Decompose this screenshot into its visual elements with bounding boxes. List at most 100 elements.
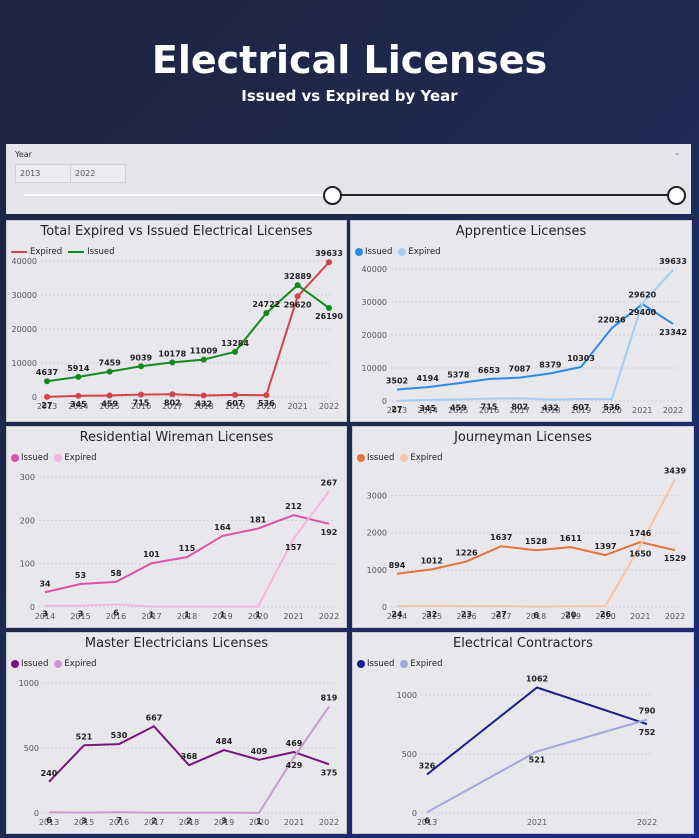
data-point bbox=[200, 356, 207, 363]
series-line bbox=[46, 261, 330, 398]
data-label: 26190 bbox=[315, 312, 343, 321]
data-label: 536 bbox=[258, 399, 275, 408]
year-slicer[interactable]: Year ⌄ 2013 2022 bbox=[6, 144, 691, 214]
x-tick-label: 2014 bbox=[417, 406, 437, 415]
x-tick-label: 2022 bbox=[637, 818, 657, 827]
series-line bbox=[48, 705, 330, 814]
data-label: 13284 bbox=[221, 339, 249, 348]
data-label: 39633 bbox=[659, 257, 687, 266]
series-line bbox=[48, 725, 330, 783]
data-label: 521 bbox=[529, 755, 546, 764]
chart-panel-apprentice: Apprentice Licenses Issued Expired 0 1000… bbox=[350, 220, 692, 422]
data-label: 5378 bbox=[447, 370, 470, 379]
data-label: 469 bbox=[286, 739, 303, 748]
legend-label: Expired bbox=[410, 453, 443, 463]
data-point bbox=[106, 368, 113, 375]
data-label: 607 bbox=[227, 399, 244, 408]
slider-start-handle[interactable] bbox=[323, 186, 342, 205]
data-label: 3 bbox=[81, 817, 87, 826]
x-tick-label: 2021 bbox=[284, 818, 304, 827]
x-tick-label: 2018 bbox=[177, 612, 197, 621]
data-label: 23342 bbox=[659, 328, 687, 337]
data-label: 484 bbox=[216, 737, 233, 746]
data-point bbox=[75, 392, 82, 399]
data-label: 345 bbox=[419, 404, 436, 413]
data-label: 802 bbox=[511, 402, 528, 411]
slicer-end-input[interactable]: 2022 bbox=[70, 164, 126, 183]
chevron-down-icon[interactable]: ⌄ bbox=[673, 148, 681, 158]
data-label: 375 bbox=[321, 768, 338, 777]
line-chart: 0 10000 20000 30000 40000 2013 2014 2015 2016 201… bbox=[362, 257, 687, 415]
data-label: 6 bbox=[113, 608, 119, 617]
slider-end-handle[interactable] bbox=[667, 186, 686, 205]
chart-title: Electrical Contractors bbox=[453, 636, 593, 651]
data-point bbox=[263, 392, 270, 399]
x-tick-label: 2017 bbox=[141, 612, 161, 621]
data-label: 802 bbox=[164, 398, 181, 407]
data-label: 192 bbox=[321, 528, 338, 537]
x-tick-label: 2018 bbox=[193, 402, 213, 411]
data-label: 29400 bbox=[628, 308, 656, 317]
data-label: 26 bbox=[600, 610, 612, 619]
data-label: 58 bbox=[110, 569, 122, 578]
legend-issued-marker bbox=[355, 248, 363, 256]
x-tick-label: 2022 bbox=[319, 612, 339, 621]
data-label: 7087 bbox=[509, 365, 531, 374]
data-point bbox=[326, 259, 332, 266]
data-label: 3439 bbox=[664, 466, 687, 475]
slider-range-fill bbox=[332, 194, 676, 196]
data-point bbox=[138, 363, 144, 370]
data-point bbox=[169, 391, 176, 398]
data-label: 715 bbox=[481, 403, 498, 412]
x-tick-label: 2016 bbox=[456, 612, 476, 621]
series-line bbox=[396, 302, 674, 391]
y-tick-label: 30000 bbox=[362, 298, 387, 307]
chart-title: Journeyman Licenses bbox=[454, 430, 592, 445]
chart-legend: Issued Expired bbox=[357, 659, 448, 669]
data-label: 530 bbox=[111, 731, 128, 740]
line-chart: 0 10000 20000 30000 40000 2013 2014 2015 2016 201… bbox=[12, 249, 344, 411]
data-label: 2 bbox=[186, 817, 192, 826]
data-label: 3 bbox=[42, 610, 48, 619]
data-label: 368 bbox=[181, 752, 198, 761]
data-label: 1746 bbox=[629, 529, 652, 538]
y-tick-label: 200 bbox=[20, 516, 35, 525]
x-tick-label: 2017 bbox=[509, 406, 529, 415]
y-tick-label: 40000 bbox=[362, 265, 387, 274]
x-tick-label: 2015 bbox=[74, 818, 94, 827]
y-tick-label: 0 bbox=[32, 393, 37, 402]
x-tick-label: 2019 bbox=[561, 612, 581, 621]
data-label: 607 bbox=[573, 403, 590, 412]
x-tick-label: 2018 bbox=[179, 818, 199, 827]
data-label: 345 bbox=[70, 400, 87, 409]
data-label: 115 bbox=[179, 544, 196, 553]
data-point bbox=[294, 293, 301, 300]
data-label: 6 bbox=[533, 611, 539, 620]
data-label: 7 bbox=[116, 816, 122, 825]
legend-label: Expired bbox=[30, 247, 63, 257]
line-chart: 0 100 200 300 2014 2015 2016 2017 2018 2019 2020 20… bbox=[20, 473, 339, 621]
y-tick-label: 300 bbox=[20, 473, 35, 482]
data-label: 1397 bbox=[594, 542, 616, 551]
data-label: 1 bbox=[220, 611, 226, 620]
data-label: 432 bbox=[195, 400, 212, 409]
chart-legend: Issued Expired bbox=[355, 247, 446, 257]
chart-panel-residential: Residential Wireman Licenses Issued Expi… bbox=[6, 426, 347, 628]
x-tick-label: 2016 bbox=[479, 406, 499, 415]
data-label: 432 bbox=[542, 404, 559, 413]
x-tick-label: 2021 bbox=[287, 402, 307, 411]
chart-panel-contractors: Electrical Contractors Issued Expired 0 5… bbox=[352, 632, 694, 834]
line-chart: 0 500 1000 2013 2015 2016 2017 2018 2019 2020 2021… bbox=[19, 679, 340, 827]
legend-issued-marker bbox=[11, 454, 19, 462]
data-point bbox=[232, 391, 238, 398]
x-tick-label: 2013 bbox=[387, 406, 407, 415]
data-label: 29620 bbox=[284, 300, 312, 309]
chart-legend: Expired Issued bbox=[11, 247, 120, 257]
y-tick-label: 500 bbox=[24, 744, 39, 753]
slicer-start-input[interactable]: 2013 bbox=[15, 164, 71, 183]
data-label: 164 bbox=[214, 523, 231, 532]
legend-issued-marker bbox=[357, 660, 365, 668]
data-label: 157 bbox=[285, 543, 302, 552]
data-label: 1611 bbox=[560, 534, 583, 543]
y-tick-label: 3000 bbox=[367, 492, 387, 501]
